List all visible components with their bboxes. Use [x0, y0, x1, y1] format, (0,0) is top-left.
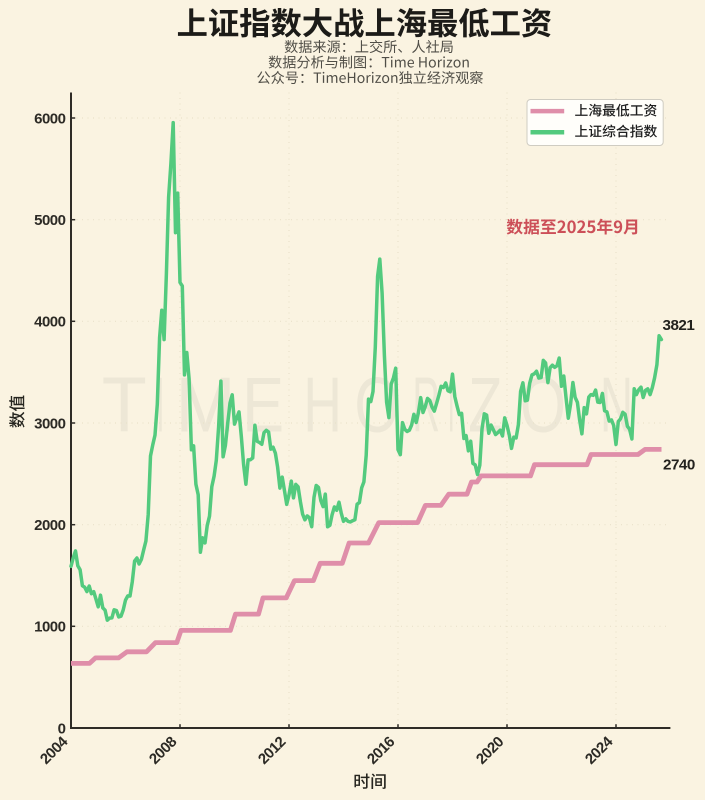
svg-text:T: T: [102, 361, 147, 449]
svg-text:0: 0: [58, 720, 66, 737]
svg-text:2016: 2016: [364, 734, 398, 768]
svg-text:2020: 2020: [473, 734, 507, 768]
svg-text:H: H: [303, 361, 342, 449]
svg-text:6000: 6000: [34, 110, 66, 127]
svg-text:I: I: [448, 361, 455, 449]
svg-text:2012: 2012: [255, 734, 289, 768]
svg-text:3821: 3821: [663, 317, 696, 334]
svg-text:2740: 2740: [663, 457, 695, 474]
svg-text:3000: 3000: [34, 415, 66, 432]
svg-text:O: O: [355, 361, 400, 449]
svg-text:I: I: [157, 361, 164, 449]
svg-text:1000: 1000: [34, 619, 66, 636]
svg-text:4000: 4000: [34, 314, 66, 331]
svg-text:2000: 2000: [34, 517, 66, 534]
svg-text:5000: 5000: [34, 212, 66, 229]
svg-text:2004: 2004: [37, 733, 72, 768]
svg-text:2024: 2024: [582, 733, 617, 768]
svg-text:2008: 2008: [146, 734, 180, 768]
